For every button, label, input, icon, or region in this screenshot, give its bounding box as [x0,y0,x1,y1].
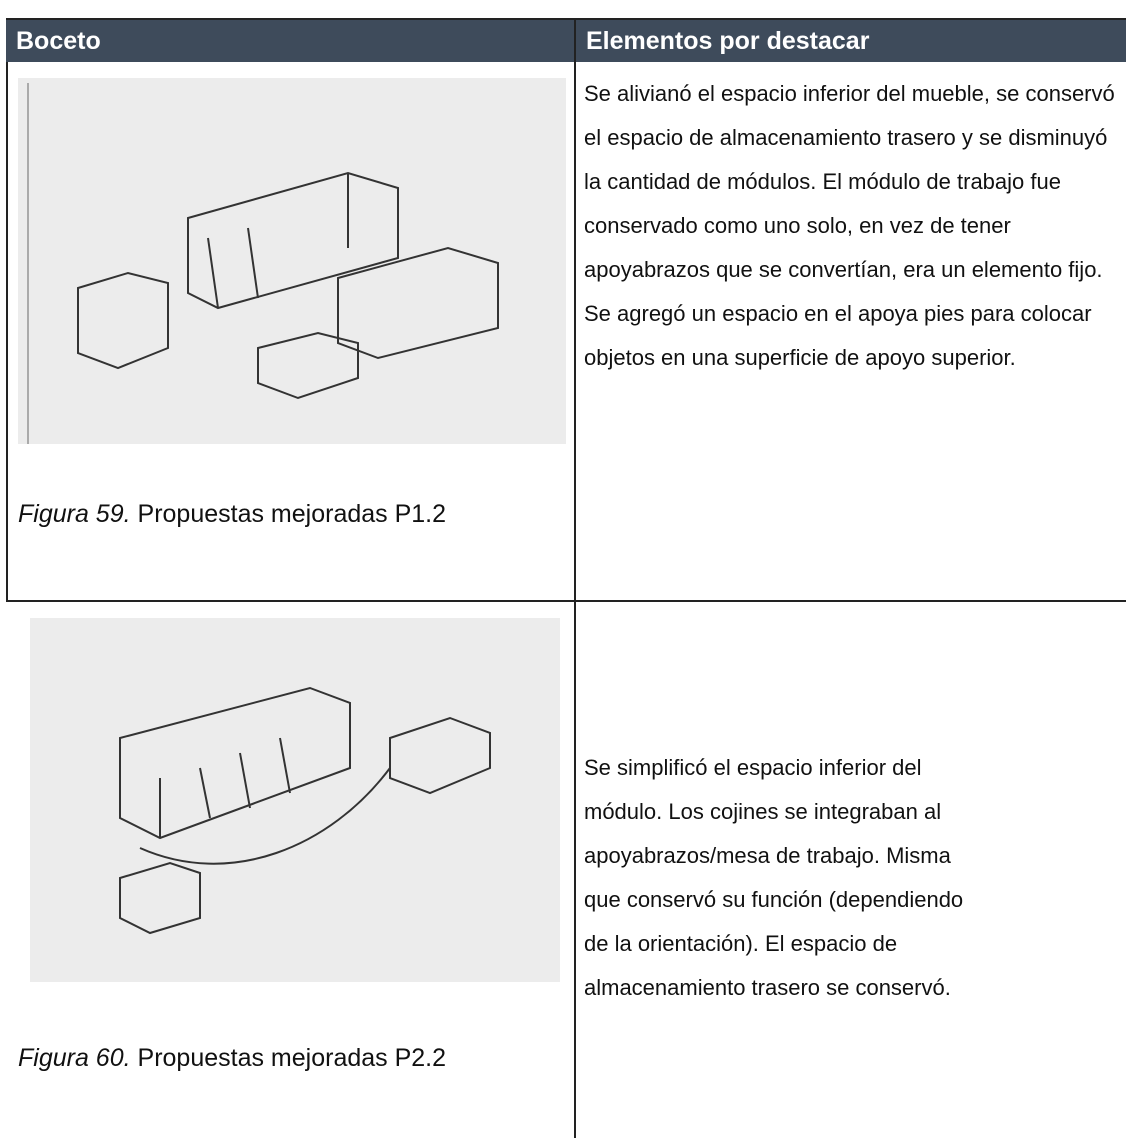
table-border [6,600,1126,602]
caption-text: Propuestas mejoradas P1.2 [137,500,447,528]
sketch-image [18,78,566,444]
table-border [6,18,1126,20]
figure-caption: Figura 59. Propuestas mejoradas P1.2 [18,500,558,528]
table-border [574,20,576,1138]
description: Se alivianó el espacio inferior del mueb… [584,81,1115,370]
figure-caption: Figura 60. Propuestas mejoradas P2.2 [18,1044,558,1072]
figure-label: Figura 60. [18,1044,131,1072]
header-cell: Boceto [6,20,574,62]
header-cell: Elementos por destacar [576,20,1126,62]
table-border [6,62,8,600]
caption-text: Propuestas mejoradas P2.2 [137,1044,447,1072]
description: Se simplificó el espacio inferior del mó… [584,755,964,1000]
figure-label: Figura 59. [18,500,131,528]
sketch-image [30,618,560,982]
